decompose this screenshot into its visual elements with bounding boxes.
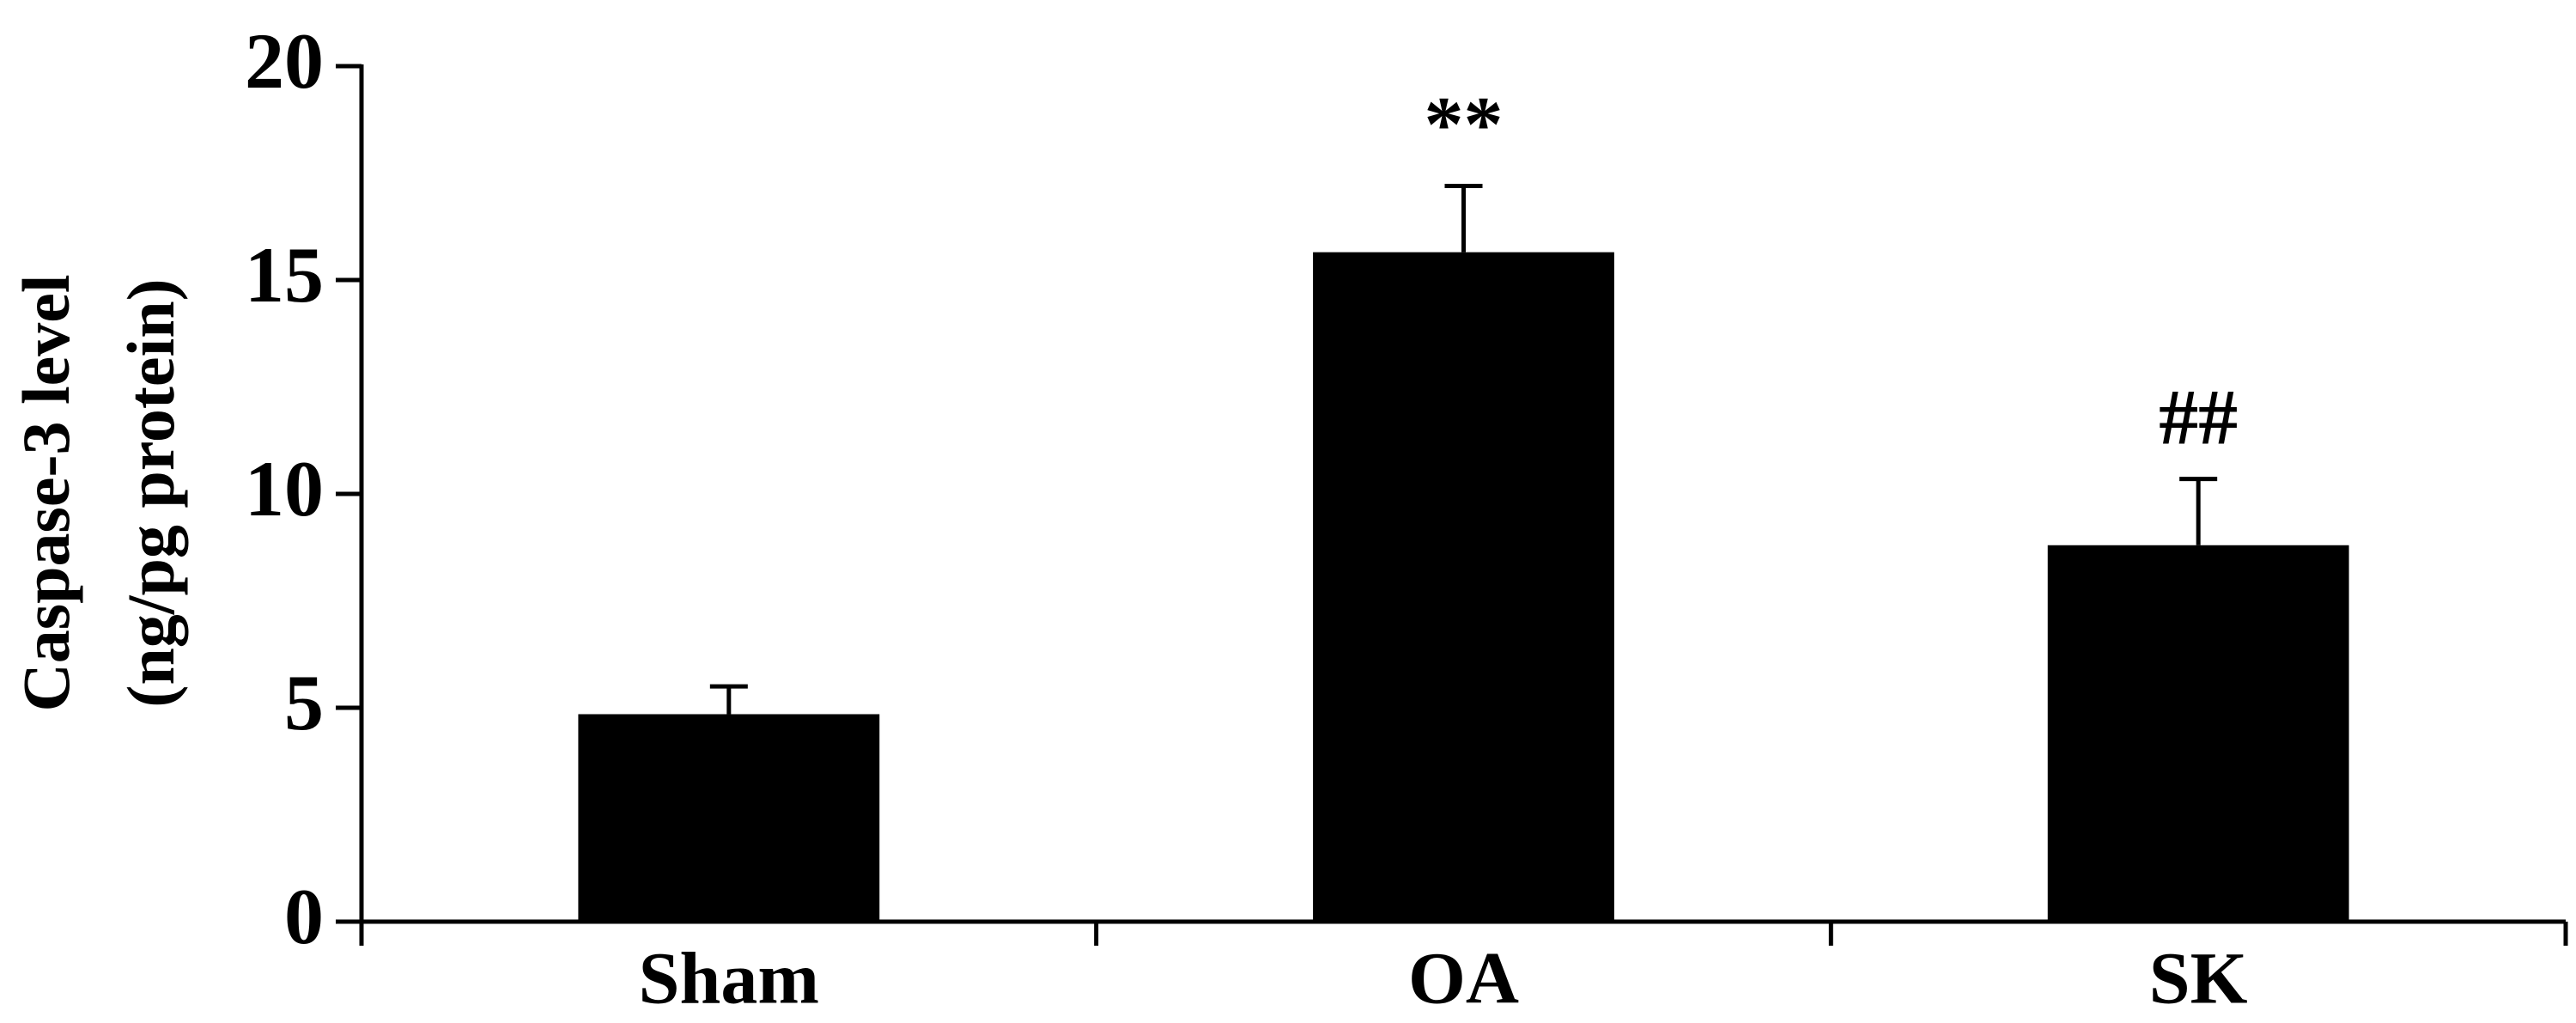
bar (578, 714, 880, 922)
y-tick-label: 10 (245, 445, 324, 533)
y-tick-label: 0 (284, 873, 324, 960)
error-bar (709, 684, 748, 715)
bar (1313, 252, 1614, 922)
annotation: ## (2159, 374, 2238, 461)
error-bar (1444, 183, 1483, 253)
y-tick-label: 20 (245, 17, 324, 105)
annotation: ** (1425, 81, 1504, 168)
x-tick-label: SK (2149, 937, 2248, 1020)
x-tick-label: OA (1408, 937, 1519, 1020)
y-tick-label: 5 (284, 659, 324, 746)
bar (2047, 545, 2349, 922)
error-bar (2179, 477, 2218, 545)
y-tick-label: 15 (245, 231, 324, 319)
y-label-line: Caspase-3 level (9, 274, 83, 711)
y-label-line: (ng/pg protein) (113, 278, 188, 707)
y-axis-title: Caspase-3 level (ng/pg protein) (9, 274, 188, 711)
x-tick-label: Sham (639, 937, 819, 1020)
